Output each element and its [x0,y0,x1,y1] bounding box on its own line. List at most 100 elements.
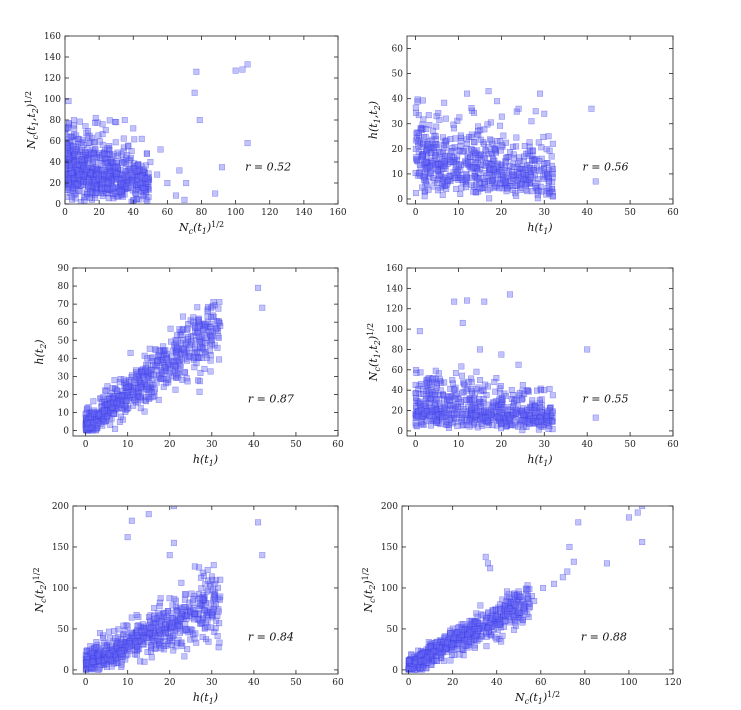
scatter-point [544,171,551,178]
scatter-point [409,666,416,673]
y-tick-label: 100 [386,325,403,335]
scatter-point [120,148,127,155]
scatter-point [121,172,128,179]
scatter-point [511,601,518,608]
scatter-point [187,626,194,633]
scatter-point [105,180,112,187]
scatter-point [473,189,480,196]
scatter-point [427,422,434,429]
scatter-point [420,386,427,393]
scatter-point [603,560,610,567]
scatter-point [121,158,128,165]
scatter-point [192,630,199,637]
scatter-point [218,164,225,171]
plot-frame [401,505,674,675]
scatter-point [178,605,185,612]
scatter-point [416,328,423,335]
scatter-point [435,109,442,116]
scatter-point [442,418,449,425]
scatter-point [450,415,457,422]
scatter-point [71,131,78,138]
scatter-point [484,121,491,128]
scatter-point [93,644,100,651]
scatter-point [549,392,556,399]
scatter-point [485,144,492,151]
scatter-point [468,131,475,138]
scatter-point [100,393,107,400]
scatter-point [427,381,434,388]
scatter-point [497,122,504,129]
scatter-point [161,362,168,369]
scatter-point [498,113,505,120]
scatter-point [196,388,203,395]
scatter-point [90,398,97,405]
scatter-point [442,163,449,170]
x-tick-label: 30 [539,208,551,218]
scatter-point [120,144,127,151]
x-axis-label: h(t1) [527,453,552,468]
scatter-point [474,168,481,175]
scatter-point [65,150,71,157]
scatter-point [420,140,427,147]
scatter-point [196,333,203,340]
scatter-point [519,617,526,624]
x-tick-label: 60 [332,440,344,450]
y-tick-label: 140 [44,53,61,63]
scatter-point [90,150,97,157]
scatter-point [520,170,527,177]
scatter-point [89,408,96,415]
scatter-point [521,153,528,160]
scatter-point [424,375,431,382]
scatter-point [125,404,132,411]
scatter-point [464,90,471,97]
scatter-point [481,153,488,160]
scatter-point [106,117,113,124]
scatter-point [535,419,542,426]
x-tick-label: 0 [406,678,412,688]
scatter-point [421,134,428,141]
scatter-point [197,369,204,376]
y-tick-label: 100 [381,584,398,594]
y-tick-label: 90 [58,264,70,274]
scatter-point [65,98,72,105]
scatter-point [449,377,456,384]
scatter-point [501,618,508,625]
scatter-point [142,367,149,374]
scatter-point [70,143,77,150]
scatter-point [151,389,158,396]
scatter-point [498,420,505,427]
scatter-point [493,636,500,643]
scatter-point [510,155,517,162]
scatter-point [91,410,98,417]
scatter-point [487,565,494,572]
scatter-point [417,369,424,376]
scatter-point [112,190,119,197]
scatter-point [424,165,431,172]
scatter-point [135,622,142,629]
scatter-point [531,156,538,163]
scatter-point [208,305,215,312]
scatter-point [472,188,479,195]
scatter-point [216,639,223,646]
scatter-point [215,595,222,602]
y-tick-label: 0 [392,666,398,676]
scatter-point [457,132,464,139]
scatter-point [65,193,70,200]
scatter-point [111,377,118,384]
scatter-point [464,159,471,166]
scatter-point [148,648,155,655]
scatter-point [430,648,437,655]
scatter-point [85,139,92,146]
scatter-point [182,620,189,627]
scatter-point [447,402,454,409]
scatter-point [197,574,204,581]
x-tick-label: 10 [453,208,465,218]
scatter-point [463,417,470,424]
scatter-point [99,131,106,138]
scatter-point [155,396,162,403]
scatter-points [82,506,266,673]
scatter-point [194,304,201,311]
x-axis-label: Nc(t1)1/2 [514,690,560,706]
scatter-point [131,379,138,386]
scatter-point [426,122,433,129]
